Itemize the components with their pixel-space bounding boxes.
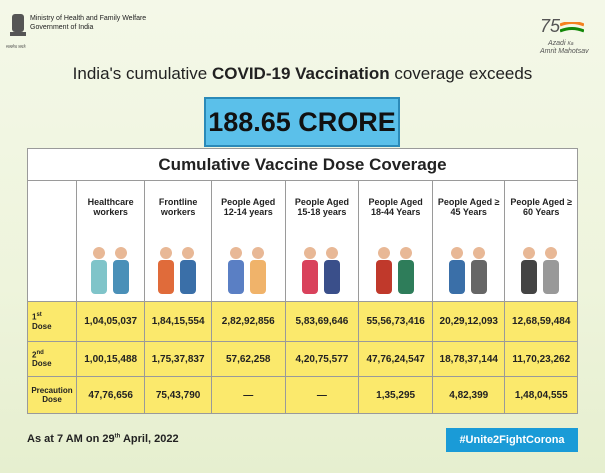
- dose-value: 1,84,15,554: [144, 301, 212, 342]
- dose-label: Precaution Dose: [27, 376, 77, 414]
- header-cell: People Aged 12-14 years: [210, 180, 286, 302]
- footer-date: As at 7 AM on 29th April, 2022: [27, 433, 179, 445]
- people-icon: [375, 247, 414, 294]
- header-cell: [27, 180, 77, 302]
- dose-number: 2: [32, 350, 37, 360]
- total-box: 188.65 CRORE: [204, 97, 400, 147]
- logo-line: Mahotsav: [558, 48, 589, 55]
- dose-label: 2nd Dose: [27, 341, 77, 377]
- emblem-caption: सत्यमेव जयते: [6, 44, 26, 49]
- column-label: Frontline workers: [158, 197, 198, 217]
- coverage-table: Cumulative Vaccine Dose Coverage Healthc…: [27, 148, 578, 414]
- headline-text: coverage exceeds: [389, 64, 533, 83]
- date-sup: th: [114, 433, 121, 440]
- dose-sup: st: [36, 312, 42, 319]
- dose-value: 2,82,92,856: [210, 301, 286, 342]
- people-icon: [448, 247, 487, 294]
- dose-value: 1,00,15,488: [75, 341, 146, 377]
- people-icon: [301, 247, 340, 294]
- ministry-name: Ministry of Health and Family Welfare: [30, 15, 147, 22]
- dose-row: Precaution Dose 47,76,656 75,43,790— —1,35,…: [27, 376, 578, 414]
- emblem: [10, 14, 26, 36]
- header-cell: People Aged ≥ 60 Years: [504, 180, 578, 302]
- dose-value: 1,35,295: [358, 376, 434, 414]
- logo-number: 75: [540, 16, 561, 36]
- column-label: People Aged 12-14 years: [221, 197, 276, 217]
- column-label: People Aged 15-18 years: [294, 197, 349, 217]
- dose-word: Precaution Dose: [31, 386, 73, 404]
- dose-value: —: [210, 376, 286, 414]
- dose-value: 4,20,75,577: [284, 341, 360, 377]
- table-title: Cumulative Vaccine Dose Coverage: [27, 148, 578, 181]
- dose-value: 1,75,37,837: [144, 341, 212, 377]
- dose-value: 47,76,656: [75, 376, 146, 414]
- hashtag: #Unite2FightCorona: [446, 428, 578, 452]
- dose-value: 1,48,04,555: [504, 376, 578, 414]
- header-cell: Frontline workers: [144, 180, 212, 302]
- header-cell: People Aged 18-44 Years: [358, 180, 434, 302]
- column-label: Healthcare workers: [87, 197, 134, 217]
- header-cell: Healthcare workers: [75, 180, 146, 302]
- people-icon: [521, 247, 560, 294]
- headline: India's cumulative COVID-19 Vaccination …: [0, 64, 605, 84]
- dose-value: 12,68,59,484: [504, 301, 578, 342]
- dose-value: 5,83,69,646: [284, 301, 360, 342]
- dose-word: Dose: [32, 321, 52, 331]
- column-label: People Aged ≥ 60 Years: [510, 197, 573, 217]
- dose-value: 18,78,37,144: [432, 341, 506, 377]
- column-label: People Aged 18-44 Years: [368, 197, 423, 217]
- people-icon: [228, 247, 267, 294]
- dose-value: —: [284, 376, 360, 414]
- date-text: April, 2022: [120, 433, 179, 445]
- logo-flag: [560, 22, 584, 33]
- dose-word: Dose: [32, 359, 52, 369]
- logo-text: Azadi Ka Amrit Mahotsav: [540, 40, 589, 56]
- headline-bold: COVID-19 Vaccination: [211, 64, 390, 83]
- dose-sup: nd: [36, 349, 44, 356]
- logo-line: Ka: [567, 41, 574, 47]
- people-icon: [158, 247, 197, 294]
- dose-value: 20,29,12,093: [432, 301, 506, 342]
- dose-row: 1st Dose 1,04,05,037 1,84,15,554 2,82,92,856…: [27, 301, 578, 342]
- logo-line: Amrit: [540, 48, 557, 55]
- dose-value: 4,82,399: [432, 376, 506, 414]
- header-cell: People Aged 15-18 years: [284, 180, 360, 302]
- dose-row: 2nd Dose 1,00,15,488 1,75,37,837 57,62,258 4,…: [27, 341, 578, 377]
- dose-label: 1st Dose: [27, 301, 77, 342]
- logo-line: Azadi: [548, 40, 566, 47]
- dose-value: 1,04,05,037: [75, 301, 146, 342]
- dose-number: 1: [32, 312, 37, 322]
- dose-value: 55,56,73,416: [358, 301, 434, 342]
- people-icon: [90, 247, 129, 294]
- dose-value: 47,76,24,547: [358, 341, 434, 377]
- header-cell: People Aged ≥ 45 Years: [432, 180, 506, 302]
- dose-value: 11,70,23,262: [504, 341, 578, 377]
- dose-value: 57,62,258: [210, 341, 286, 377]
- ministry: Ministry of Health and Family Welfare Go…: [30, 14, 146, 32]
- column-label: People Aged ≥ 45 Years: [437, 197, 500, 217]
- government-name: Government of India: [30, 24, 94, 31]
- dose-value: 75,43,790: [144, 376, 212, 414]
- date-text: As at 7 AM on 29: [27, 433, 115, 445]
- headline-text: India's cumulative: [72, 64, 212, 83]
